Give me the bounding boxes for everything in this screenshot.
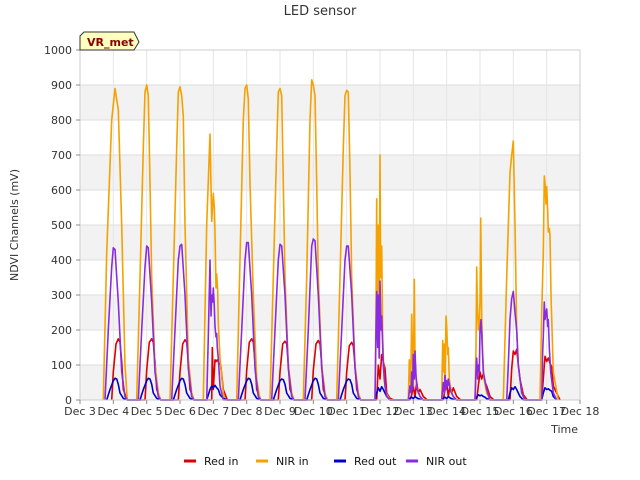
- background-band: [80, 85, 580, 120]
- legend-item-nir-out: NIR out: [406, 455, 467, 468]
- background-band: [80, 155, 580, 190]
- background-band: [80, 50, 580, 85]
- y-tick-label: 1000: [44, 44, 72, 57]
- legend-label: Red in: [204, 455, 238, 468]
- x-tick-label: Dec 5: [131, 405, 163, 418]
- legend-item-red-in: Red in: [184, 455, 238, 468]
- x-tick-label: Dec 12: [361, 405, 400, 418]
- x-axis-label: Time: [550, 423, 578, 436]
- legend: Red in NIR in Red out NIR out: [184, 455, 467, 468]
- badge-box: [79, 31, 140, 51]
- y-axis-label: NDVI Channels (mV): [8, 169, 21, 281]
- background-band: [80, 295, 580, 330]
- y-tick-label: 700: [51, 149, 72, 162]
- legend-item-red-out: Red out: [334, 455, 397, 468]
- x-tick-label: Dec 16: [494, 405, 533, 418]
- x-tick-label: Dec 15: [461, 405, 500, 418]
- badge: VR_met: [79, 31, 140, 51]
- legend-item-nir-in: NIR in: [256, 455, 309, 468]
- legend-label: NIR in: [276, 455, 309, 468]
- x-tick-label: Dec 8: [231, 405, 263, 418]
- x-tick-label: Dec 6: [164, 405, 196, 418]
- x-tick-label: Dec 9: [264, 405, 296, 418]
- background-band: [80, 225, 580, 260]
- y-tick-label: 900: [51, 79, 72, 92]
- badge-label: VR_met: [87, 36, 134, 49]
- x-tick-label: Dec 3: [64, 405, 96, 418]
- x-tick-label: Dec 10: [294, 405, 333, 418]
- y-tick-label: 100: [51, 359, 72, 372]
- y-tick-label: 500: [51, 219, 72, 232]
- background-band: [80, 365, 580, 400]
- y-tick-label: 400: [51, 254, 72, 267]
- background-band: [80, 190, 580, 225]
- x-tick-label: Dec 14: [427, 405, 466, 418]
- y-tick-label: 200: [51, 324, 72, 337]
- legend-label: Red out: [354, 455, 397, 468]
- chart-title: LED sensor: [284, 4, 357, 19]
- y-tick-label: 800: [51, 114, 72, 127]
- background-band: [80, 260, 580, 295]
- x-tick-label: Dec 7: [197, 405, 229, 418]
- y-tick-label: 300: [51, 289, 72, 302]
- x-tick-label: Dec 17: [527, 405, 566, 418]
- plot-area: [80, 50, 580, 400]
- x-tick-label: Dec 13: [394, 405, 433, 418]
- y-tick-label: 0: [65, 394, 72, 407]
- y-axis-ticks: 0 100 200 300 400 500 600 700 800 900 1000: [44, 44, 80, 407]
- series-line-nir-out: [104, 238, 558, 401]
- x-tick-label: Dec 18: [561, 405, 600, 418]
- y-tick-label: 600: [51, 184, 72, 197]
- background-band: [80, 120, 580, 155]
- background-band: [80, 330, 580, 365]
- x-tick-label: Dec 11: [327, 405, 366, 418]
- x-tick-label: Dec 4: [97, 405, 129, 418]
- legend-label: NIR out: [426, 455, 467, 468]
